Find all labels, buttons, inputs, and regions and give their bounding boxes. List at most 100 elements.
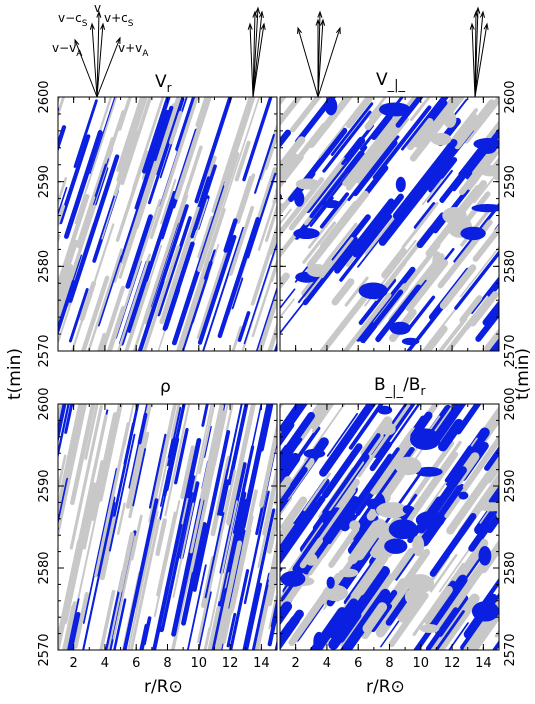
streak-positive xyxy=(67,598,80,650)
streak-positive xyxy=(448,622,469,650)
streak-positive xyxy=(89,97,116,175)
x-label-right: r/R⊙ xyxy=(366,677,405,697)
streak-negative xyxy=(90,412,118,521)
streak-negative xyxy=(280,136,306,174)
streak-positive xyxy=(163,436,180,492)
streak-positive xyxy=(531,106,535,127)
x-tick-label: 2 xyxy=(292,656,300,671)
streak-negative xyxy=(159,206,201,325)
streak-negative xyxy=(267,321,277,351)
streak-negative xyxy=(308,543,332,576)
x-label-left: r/R⊙ xyxy=(144,677,183,697)
streak-negative xyxy=(290,97,322,133)
panel-vperp-heatmap xyxy=(280,97,535,351)
streak-negative xyxy=(117,97,132,131)
streak-positive xyxy=(335,445,361,481)
label-v-minus-vA: v−vA xyxy=(52,41,83,59)
title-vr: Vr xyxy=(155,72,172,95)
label-v-plus-cs: v+cS xyxy=(104,11,134,29)
patch-positive xyxy=(324,97,338,116)
patch-negative xyxy=(405,574,435,594)
streak-negative xyxy=(127,510,159,650)
streak-negative xyxy=(346,97,375,129)
streak-positive xyxy=(355,266,416,342)
y-tick-label: 2580 xyxy=(503,551,518,584)
streak-negative xyxy=(307,198,348,249)
streak-negative xyxy=(422,325,448,351)
patch-positive xyxy=(395,176,406,193)
arrow-head xyxy=(255,6,261,14)
streak-negative xyxy=(406,117,434,151)
patch-negative xyxy=(295,178,320,190)
streak-negative xyxy=(356,117,409,184)
arrow-head xyxy=(335,26,341,35)
streak-negative xyxy=(156,511,177,597)
streak-positive xyxy=(377,470,423,534)
streak-positive xyxy=(58,279,76,336)
streak-negative xyxy=(454,99,495,150)
arrow-head xyxy=(96,10,102,18)
arrow-head xyxy=(89,22,95,30)
streak-negative xyxy=(129,518,161,650)
streak-positive xyxy=(231,277,244,310)
streak-positive xyxy=(280,501,318,553)
streak-negative xyxy=(288,157,347,231)
streak-negative xyxy=(280,97,303,127)
characteristic-arrows xyxy=(74,6,489,98)
streak-negative xyxy=(130,514,143,561)
streak-negative xyxy=(318,97,368,159)
streak-negative xyxy=(204,500,239,650)
streak-positive xyxy=(123,422,135,465)
streak-positive xyxy=(437,418,464,452)
streak-negative xyxy=(75,137,115,248)
streak-negative xyxy=(268,542,277,586)
streak-positive xyxy=(68,288,89,343)
panel-rho-heatmap xyxy=(12,404,277,662)
streak-negative xyxy=(214,540,243,650)
arrow-head xyxy=(252,10,258,18)
streak-positive xyxy=(280,452,301,489)
streak-positive xyxy=(73,99,98,168)
streak-positive xyxy=(347,514,379,555)
patch-positive xyxy=(377,405,393,415)
patch-positive xyxy=(280,571,306,587)
arrow-head xyxy=(100,22,106,30)
streak-negative xyxy=(142,245,180,351)
streak-negative xyxy=(155,518,167,557)
y-tick-label: 2580 xyxy=(503,250,518,283)
streak-negative xyxy=(462,434,499,489)
patch-positive xyxy=(322,200,342,209)
streak-negative xyxy=(287,122,327,172)
streak-negative xyxy=(381,247,407,279)
streak-positive xyxy=(515,510,530,531)
streak-negative xyxy=(58,239,79,305)
streak-negative xyxy=(401,202,439,249)
streak-positive xyxy=(302,236,358,306)
streak-negative xyxy=(236,173,256,224)
streak-negative xyxy=(172,502,195,598)
streak-negative xyxy=(116,97,144,172)
streak-negative xyxy=(116,502,126,535)
x-tick-label: 6 xyxy=(132,656,140,671)
streak-negative xyxy=(280,233,298,258)
streak-positive xyxy=(428,157,458,193)
streak-positive xyxy=(229,569,250,650)
axis-ticks xyxy=(57,96,500,651)
streak-positive xyxy=(295,97,337,145)
streak-positive xyxy=(243,490,270,605)
characteristic-arrow xyxy=(252,11,263,98)
patch-positive xyxy=(410,428,441,451)
streak-positive xyxy=(280,601,293,626)
characteristic-arrow xyxy=(317,19,324,98)
streak-negative xyxy=(58,404,87,528)
streak-negative xyxy=(320,200,359,249)
streak-positive xyxy=(451,127,499,192)
streak-positive xyxy=(119,105,174,263)
streak-positive xyxy=(141,97,171,174)
streak-negative xyxy=(254,552,277,650)
streak-positive xyxy=(12,533,39,662)
streak-positive xyxy=(243,240,277,345)
streak-negative xyxy=(421,178,444,206)
x-tick-label: 4 xyxy=(101,656,109,671)
streak-negative xyxy=(204,97,261,266)
